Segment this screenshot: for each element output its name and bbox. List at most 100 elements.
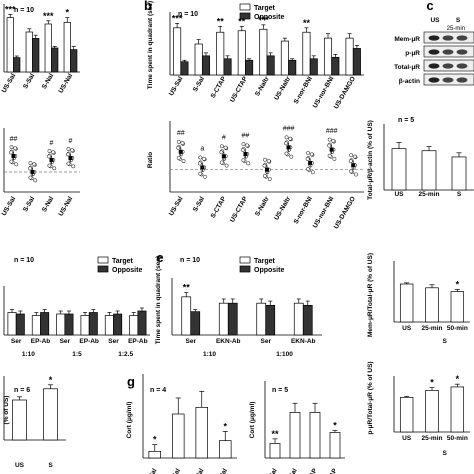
panel-b2: ## US-Sal a S-Sal # S-CTAP ## US-CTAP S-Naltr ###… — [147, 121, 364, 230]
data-point — [180, 141, 185, 146]
legend-swatch — [239, 12, 251, 20]
blot-row-label: Total-μR — [394, 64, 420, 71]
blot-band — [456, 63, 468, 69]
significance-label: ## — [10, 136, 18, 143]
data-point — [288, 136, 293, 141]
legend-swatch — [239, 3, 251, 11]
data-point — [9, 150, 13, 155]
bar-opposite-6 — [309, 58, 318, 76]
data-point — [71, 164, 76, 169]
data-point — [224, 163, 229, 168]
bar-target-1 — [31, 315, 41, 336]
bar-2 — [451, 156, 467, 191]
bar-opposite-2 — [64, 313, 74, 336]
bar-target-8 — [345, 37, 354, 76]
bar-target-0 — [181, 296, 192, 336]
x-tick-label: S-Sal — [168, 467, 182, 474]
x-tick-label: Ser — [60, 338, 71, 345]
bar-1 — [172, 413, 185, 459]
data-point — [306, 167, 310, 172]
panel-c2: US 25-min Sn = 5 Total-μR/β-actin (% of US) — [367, 117, 474, 200]
blot-column-label: S — [456, 17, 461, 24]
blot-row-label: β-actin — [399, 78, 420, 85]
significance-label: * — [456, 374, 460, 384]
x-tick-label: US-nor-BNI — [312, 195, 336, 229]
bar-0 — [269, 443, 281, 459]
bar-opposite-0 — [190, 311, 201, 336]
panel-a2: ## US-Sal S-Sal # S-Nal # US-Nal — [1, 128, 80, 217]
x-tick-label: S-Sal — [192, 75, 206, 93]
x-tick-label: US-Sal — [168, 195, 185, 217]
bar-1 — [43, 388, 58, 441]
significance-label: ** — [238, 16, 246, 26]
x-tick-label: US-Nal — [58, 195, 75, 217]
x-tick-label: EP-Ab — [128, 338, 148, 345]
data-point — [354, 172, 358, 177]
data-point — [284, 141, 289, 146]
significance-label: ## — [177, 130, 185, 137]
data-point — [13, 146, 18, 151]
bar-1 — [425, 390, 439, 433]
data-point — [305, 157, 310, 161]
x-tick-label: S-Nal — [41, 195, 55, 213]
blot-band — [428, 49, 440, 55]
significance-label: *** — [258, 15, 269, 25]
significance-label: ## — [242, 132, 250, 139]
data-point — [348, 159, 353, 164]
data-point — [219, 150, 224, 155]
legend-swatch — [97, 256, 109, 264]
x-tick-label: EP-Ab — [79, 338, 99, 345]
bar-target-5 — [280, 40, 289, 76]
x-tick-label: 25-min — [422, 435, 443, 442]
x-tick-label: EKN-Ab — [291, 338, 316, 345]
x-tick-label: US — [394, 191, 404, 198]
data-point — [241, 142, 246, 147]
bar-target-4 — [104, 315, 114, 336]
blot-band — [428, 63, 440, 69]
x-tick-label: S — [457, 191, 462, 198]
significance-label: ### — [326, 128, 338, 135]
bar-opposite-2 — [223, 58, 232, 76]
x-tick-label: US-nor-BNI — [312, 75, 336, 109]
x-tick-label: US — [402, 435, 412, 442]
data-point — [176, 139, 181, 144]
x-tick-label: US — [15, 462, 25, 469]
x-tick-label: US-Naltr — [273, 195, 292, 221]
x-tick-label: US-Sal — [1, 72, 18, 94]
x-tick-label: S-CTAP — [210, 75, 228, 100]
significance-label: * — [49, 375, 53, 385]
panel-letter: g — [127, 374, 135, 389]
panel-f: US * Sn = 6 (% of US) — [3, 375, 66, 469]
bar-target-7 — [323, 37, 333, 76]
legend-swatch — [239, 265, 251, 273]
n-label: n = 10 — [14, 7, 34, 14]
significance-label: *** — [43, 11, 54, 21]
data-point — [28, 175, 33, 180]
data-point — [284, 151, 289, 156]
group-label: 1:10 — [203, 351, 216, 358]
data-point — [203, 174, 208, 179]
significance-label: * — [223, 421, 227, 431]
x-tick-label: EP-Ab — [31, 338, 51, 345]
bar-1 — [289, 412, 301, 459]
legend-label: Target — [254, 5, 276, 12]
data-point — [176, 145, 181, 150]
x-tick-label: 50-min — [447, 435, 468, 442]
bar-2 — [195, 406, 208, 459]
y-axis-label: Mem-μR/Total-μR (% of US) — [367, 253, 374, 337]
significance-label: # — [222, 135, 226, 142]
y-axis-label: Cort (μg/ml) — [126, 402, 133, 439]
bar-opposite-0 — [15, 313, 25, 336]
data-point — [181, 159, 186, 164]
blot-column-label: 25-min — [447, 26, 465, 32]
data-point — [14, 162, 19, 167]
y-axis-label: (% of US) — [3, 396, 10, 425]
legend-label: Opposite — [112, 267, 142, 274]
n-label: n = 5 — [398, 117, 414, 124]
data-point — [310, 170, 315, 175]
data-point — [52, 166, 57, 171]
blot-row-label: Mem-μR — [394, 36, 420, 43]
bar-opposite-3 — [88, 312, 98, 336]
data-point — [306, 151, 311, 155]
